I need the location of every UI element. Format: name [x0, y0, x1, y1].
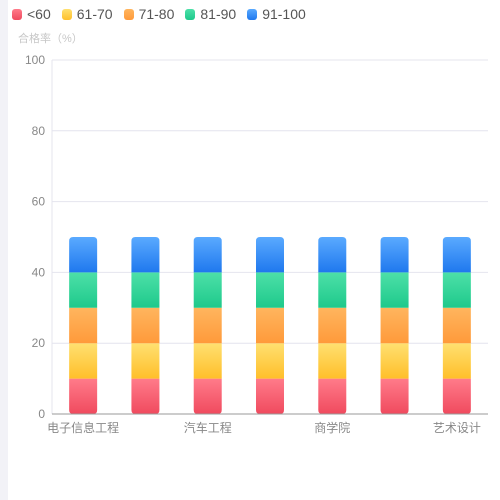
- legend-swatch-91-100: [247, 8, 258, 20]
- bar-segment-3-4: [256, 237, 284, 273]
- bar-segment-4-2: [318, 307, 347, 344]
- legend-label-81-90: 81-90: [200, 6, 237, 22]
- left-panel-strip: [0, 0, 8, 500]
- x-tick-label: 电子信息工程: [47, 420, 119, 435]
- bar-segment-3-0: [256, 378, 284, 414]
- y-tick-label: 0: [38, 407, 45, 421]
- bar-segment-1-2: [131, 307, 160, 344]
- bar-segment-3-3: [256, 272, 284, 308]
- y-tick-label: 80: [32, 124, 46, 138]
- legend-item-91-100[interactable]: 91-100: [247, 6, 306, 22]
- legend-label-lt60: <60: [27, 6, 51, 22]
- bar-segment-6-2: [442, 307, 471, 344]
- bar-segment-6-3: [442, 272, 471, 308]
- bar-segment-5-3: [380, 272, 409, 308]
- bar-segment-3-1: [256, 343, 284, 379]
- legend-label-91-100: 91-100: [262, 6, 306, 22]
- bar-segment-1-3: [131, 272, 160, 308]
- bar-segment-2-4: [193, 237, 222, 273]
- y-tick-label: 60: [32, 195, 46, 209]
- bar-segment-0-4: [69, 237, 98, 273]
- y-axis-title: 合格率（%）: [18, 33, 83, 45]
- bar-segment-1-0: [131, 378, 160, 414]
- bar-segment-6-0: [442, 378, 471, 414]
- bar-segment-6-1: [442, 343, 471, 379]
- bar-segment-4-4: [318, 237, 347, 273]
- legend-item-81-90[interactable]: 81-90: [185, 6, 236, 22]
- legend-item-71-80[interactable]: 71-80: [123, 6, 175, 22]
- bar-segment-2-3: [193, 272, 222, 308]
- bar-segment-0-1: [69, 343, 98, 379]
- legend-item-lt60[interactable]: <60: [12, 6, 51, 22]
- bar-segment-6-4: [442, 237, 471, 273]
- y-tick-label: 100: [25, 53, 45, 67]
- bar-segment-2-2: [193, 307, 222, 344]
- bar-segment-4-0: [318, 378, 347, 414]
- bar-segment-2-0: [193, 378, 222, 414]
- bar-segment-5-0: [380, 378, 409, 414]
- legend-label-71-80: 71-80: [138, 6, 175, 22]
- legend: <60 61-70 71-80 81-90 91-100: [12, 4, 306, 24]
- bar-segment-0-0: [69, 378, 98, 414]
- bar-segment-0-2: [69, 307, 98, 344]
- legend-label-61-70: 61-70: [76, 6, 113, 22]
- bar-segment-4-1: [318, 343, 347, 379]
- y-tick-label: 40: [32, 265, 46, 279]
- legend-swatch-lt60: [12, 8, 22, 20]
- bar-segment-5-2: [380, 307, 409, 344]
- bar-segment-3-2: [256, 307, 284, 344]
- legend-item-61-70[interactable]: 61-70: [61, 6, 113, 22]
- x-tick-label: 商学院: [314, 420, 350, 435]
- legend-swatch-71-80: [123, 8, 134, 20]
- y-tick-label: 20: [32, 336, 46, 350]
- bar-segment-5-1: [380, 343, 409, 379]
- legend-swatch-81-90: [185, 8, 196, 20]
- bar-segment-1-4: [131, 237, 160, 273]
- legend-swatch-61-70: [61, 8, 72, 20]
- x-tick-label: 汽车工程: [184, 420, 232, 435]
- bar-segment-5-4: [380, 237, 409, 273]
- bar-segment-2-1: [193, 343, 222, 379]
- bar-segment-0-3: [69, 272, 98, 308]
- x-tick-label: 艺术设计: [433, 421, 481, 435]
- bar-segment-1-1: [131, 343, 160, 379]
- bar-segment-4-3: [318, 272, 347, 308]
